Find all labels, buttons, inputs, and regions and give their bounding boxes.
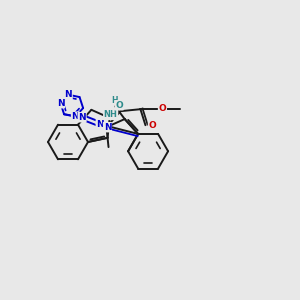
Text: N: N xyxy=(72,112,79,121)
Text: N: N xyxy=(78,113,86,122)
Text: N: N xyxy=(96,120,104,129)
Text: O: O xyxy=(115,101,123,110)
Text: N: N xyxy=(57,99,64,108)
Text: H: H xyxy=(111,96,117,105)
Text: NH: NH xyxy=(104,110,118,119)
Text: O: O xyxy=(159,104,166,113)
Text: N: N xyxy=(103,123,111,132)
Text: O: O xyxy=(148,121,156,130)
Text: N: N xyxy=(64,90,72,99)
